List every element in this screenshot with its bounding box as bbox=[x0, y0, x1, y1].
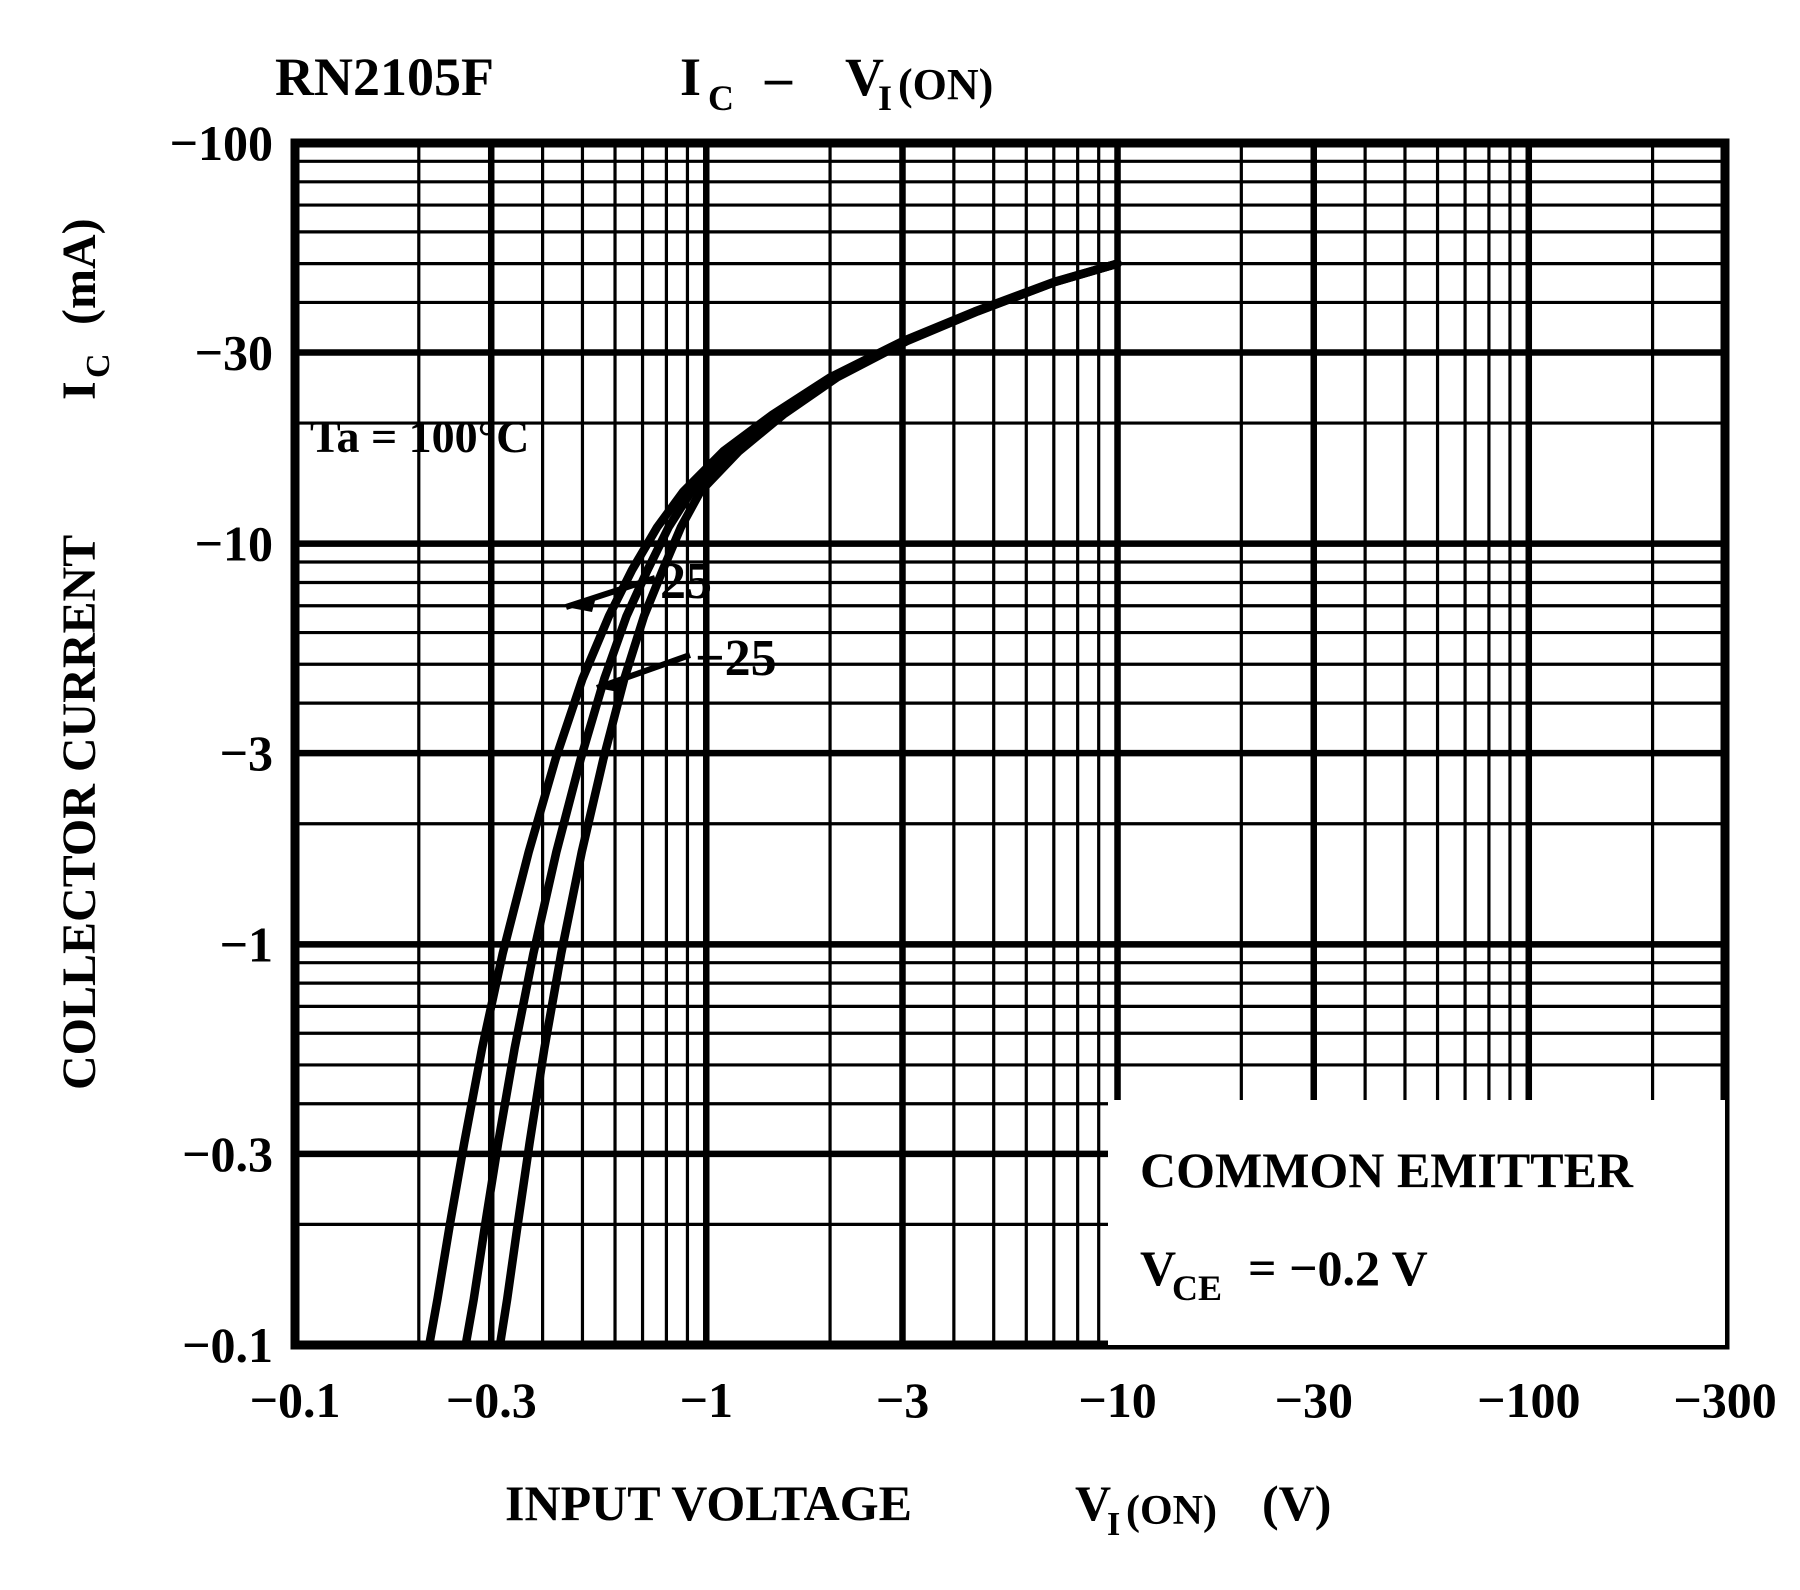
legend-box-background bbox=[1108, 1100, 1725, 1345]
legend-box: COMMON EMITTER V CE = −0.2 V bbox=[1108, 1100, 1725, 1345]
legend-vce-symbol: V bbox=[1140, 1240, 1176, 1296]
graph-title-dash: – bbox=[764, 47, 793, 107]
legend-vce-subscript: CE bbox=[1172, 1268, 1222, 1308]
graph-title-ic: I bbox=[680, 47, 701, 107]
legend-vce-value: = −0.2 V bbox=[1248, 1240, 1428, 1296]
x-axis-title-symbol-subscript: I bbox=[1107, 1506, 1120, 1543]
graph-title-v-subscript: I bbox=[878, 78, 892, 118]
graph-title: I C – V I (ON) bbox=[680, 47, 993, 118]
x-axis-title: INPUT VOLTAGE V I (ON) (V) bbox=[505, 1475, 1331, 1543]
plot-border bbox=[290, 138, 1730, 1350]
y-tick-label: −10 bbox=[195, 516, 274, 572]
y-axis-title-symbol-subscript: C bbox=[80, 353, 117, 378]
annotation-minus25-arrowhead bbox=[597, 677, 628, 693]
annotation-ta-100c: Ta = 100°C bbox=[310, 411, 529, 462]
part-number-label: RN2105F bbox=[275, 47, 494, 107]
y-tick-label: −1 bbox=[220, 916, 274, 972]
x-axis-title-symbol: V bbox=[1075, 1475, 1111, 1531]
curve-3 bbox=[495, 259, 1122, 1350]
x-axis-title-on-paren: (ON) bbox=[1126, 1488, 1217, 1534]
x-tick-label: −0.3 bbox=[446, 1372, 537, 1428]
x-tick-labels: −0.1 −0.3 −1 −3 −10 −30 −100 −300 bbox=[250, 1372, 1777, 1428]
annotation-25-arrowhead bbox=[566, 597, 596, 612]
annotation-ta-100c-label: Ta = 100°C bbox=[310, 411, 529, 462]
y-axis-title-unit: (mA) bbox=[53, 218, 106, 325]
x-axis-title-main: INPUT VOLTAGE bbox=[505, 1475, 912, 1531]
x-tick-label: −30 bbox=[1274, 1372, 1353, 1428]
chart-header: RN2105F I C – V I (ON) bbox=[275, 47, 993, 118]
y-tick-label: −30 bbox=[195, 325, 274, 381]
annotation-25-label: 25 bbox=[660, 553, 712, 610]
graph-title-v: V bbox=[845, 47, 884, 107]
legend-line-common-emitter: COMMON EMITTER bbox=[1140, 1142, 1634, 1198]
annotation-25: 25 bbox=[565, 553, 712, 612]
curve-group bbox=[424, 259, 1122, 1350]
x-tick-label: −300 bbox=[1673, 1372, 1777, 1428]
plot-frame bbox=[290, 138, 1730, 1350]
y-tick-label: −0.3 bbox=[182, 1126, 273, 1182]
y-tick-label: −100 bbox=[170, 115, 274, 171]
annotation-minus25-label: −25 bbox=[695, 630, 777, 687]
x-tick-label: −10 bbox=[1078, 1372, 1157, 1428]
x-axis-title-unit: (V) bbox=[1262, 1475, 1331, 1531]
y-tick-labels: −0.1 −0.3 −1 −3 −10 −30 −100 bbox=[170, 115, 274, 1373]
y-axis-title-symbol: I bbox=[53, 381, 106, 400]
annotation-minus25: −25 bbox=[595, 630, 777, 693]
x-tick-label: −0.1 bbox=[250, 1372, 341, 1428]
x-tick-label: −3 bbox=[876, 1372, 930, 1428]
y-axis-title: COLLECTOR CURRENT I C (mA) bbox=[53, 218, 117, 1090]
x-tick-label: −1 bbox=[680, 1372, 734, 1428]
graph-title-ic-subscript: C bbox=[708, 78, 734, 118]
y-axis-title-main: COLLECTOR CURRENT bbox=[53, 535, 106, 1090]
y-tick-label: −0.1 bbox=[182, 1317, 273, 1373]
x-tick-label: −100 bbox=[1477, 1372, 1581, 1428]
y-tick-label: −3 bbox=[220, 725, 274, 781]
graph-title-on-paren: (ON) bbox=[898, 60, 993, 109]
